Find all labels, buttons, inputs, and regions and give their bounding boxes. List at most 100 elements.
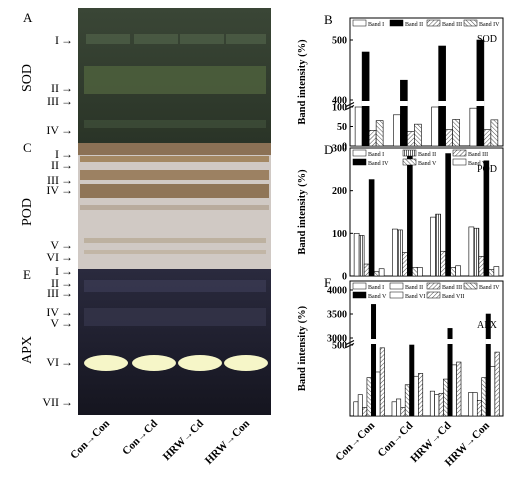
legend-swatch [426, 19, 441, 27]
bar-band-ii [473, 227, 480, 277]
bar-band-ii [435, 213, 441, 277]
band-arrow: → [61, 250, 73, 264]
legend-swatch [452, 158, 467, 166]
lane-label: HRW→Con [203, 418, 252, 467]
panel-letter: F [324, 275, 331, 290]
bar-band-iv [368, 179, 375, 277]
legend-swatch [352, 282, 367, 290]
band-arrow: → [61, 305, 73, 319]
legend-label: Band II [405, 285, 423, 291]
band-arrow: → [61, 94, 73, 108]
band-label: III [47, 286, 59, 300]
bar-band-ii [476, 39, 485, 147]
band-label: IV [46, 123, 59, 137]
bar-band-vi [417, 267, 423, 277]
bar-break-gap [447, 339, 453, 344]
bar-band-vii [418, 373, 424, 417]
bar-band-iii [483, 129, 492, 147]
bar-band-i [393, 114, 401, 147]
band-arrow: → [61, 147, 73, 161]
legend-swatch [463, 19, 478, 27]
bar-band-ii [472, 392, 478, 417]
bar-band-iii [438, 392, 444, 417]
legend-label: Band VII [442, 294, 464, 300]
y-tick-label: 4000 [327, 286, 347, 297]
y-tick-label: 100 [332, 103, 347, 114]
bar-band-v [450, 267, 456, 277]
legend-label: Band IV [368, 161, 389, 167]
lane-label: Con→Cd [120, 418, 160, 458]
bar-break-gap [438, 101, 447, 106]
bar-band-v [485, 313, 491, 417]
x-tick-label: Con→Cd [375, 420, 415, 460]
bar-band-v [373, 271, 380, 277]
bar-band-iv [404, 384, 410, 417]
axis-break-mark [345, 102, 355, 110]
bar-band-iii [476, 400, 482, 417]
band-label: IV [46, 183, 59, 197]
bar-band-iv [443, 378, 449, 417]
bar-band-ii [358, 235, 365, 277]
band-label: V [50, 316, 59, 330]
bar-band-vi [493, 266, 500, 277]
legend-swatch [426, 291, 441, 299]
bar-band-i [392, 228, 398, 277]
bar-band-iv [481, 377, 487, 417]
legend-swatch [389, 19, 404, 27]
bar-band-vi [490, 365, 496, 417]
bar-band-i [391, 401, 397, 417]
chart-title: SOD [477, 34, 497, 45]
legend-label: Band III [442, 285, 462, 291]
legend-label: Band III [468, 152, 488, 158]
y-tick-label: 100 [332, 229, 347, 240]
gel-panel-apx [78, 269, 271, 415]
bar-band-vii [379, 347, 385, 417]
bar-band-iv [445, 153, 451, 277]
y-tick-label: 500 [332, 36, 347, 47]
band-arrow: → [61, 123, 73, 137]
y-tick-label: 0 [342, 142, 347, 153]
legend-swatch [389, 291, 404, 299]
legend: Band I Band II Band III Band IV Band V Band V… [352, 282, 500, 300]
bar-band-i [431, 106, 439, 147]
bar-band-i [468, 226, 475, 277]
y-axis-label: Band intensity (%) [297, 169, 308, 255]
bar-band-ii [434, 394, 440, 417]
panel-letter-E: E [23, 267, 31, 282]
bar-band-vii [456, 361, 462, 417]
legend-label: Band VI [405, 294, 425, 300]
band-label: VI [46, 250, 59, 264]
legend-swatch [389, 282, 404, 290]
band-label: III [47, 94, 59, 108]
band-arrow: → [61, 173, 73, 187]
legend-label: Band I [368, 152, 384, 158]
legend-label: Band V [418, 161, 437, 167]
legend-swatch [352, 19, 367, 27]
y-tick-label: 400 [332, 96, 347, 107]
gel-panel-pod [78, 143, 271, 269]
bar-break-gap [485, 339, 491, 344]
y-tick-label: 50 [337, 122, 347, 133]
bar-break-gap [476, 101, 485, 106]
band-arrow: → [61, 395, 73, 409]
chart-frame [349, 17, 504, 147]
bar-band-ii [400, 79, 408, 147]
bar-break-gap [361, 101, 370, 106]
legend-swatch [352, 291, 367, 299]
band-arrow: → [61, 264, 73, 278]
y-axis-label: Band intensity (%) [297, 305, 308, 391]
band-label: II [51, 158, 59, 172]
legend-swatch [463, 282, 478, 290]
gel-stain-label: APX [20, 336, 35, 364]
y-axis-label: Band intensity (%) [297, 39, 308, 125]
legend-swatch [452, 149, 467, 157]
legend-label: Band II [405, 22, 423, 28]
bar-band-ii [361, 51, 370, 147]
band-label: II [51, 81, 59, 95]
lane-label: HRW→Cd [161, 418, 206, 463]
band-arrow: → [61, 276, 73, 290]
band-label: IV [46, 305, 59, 319]
